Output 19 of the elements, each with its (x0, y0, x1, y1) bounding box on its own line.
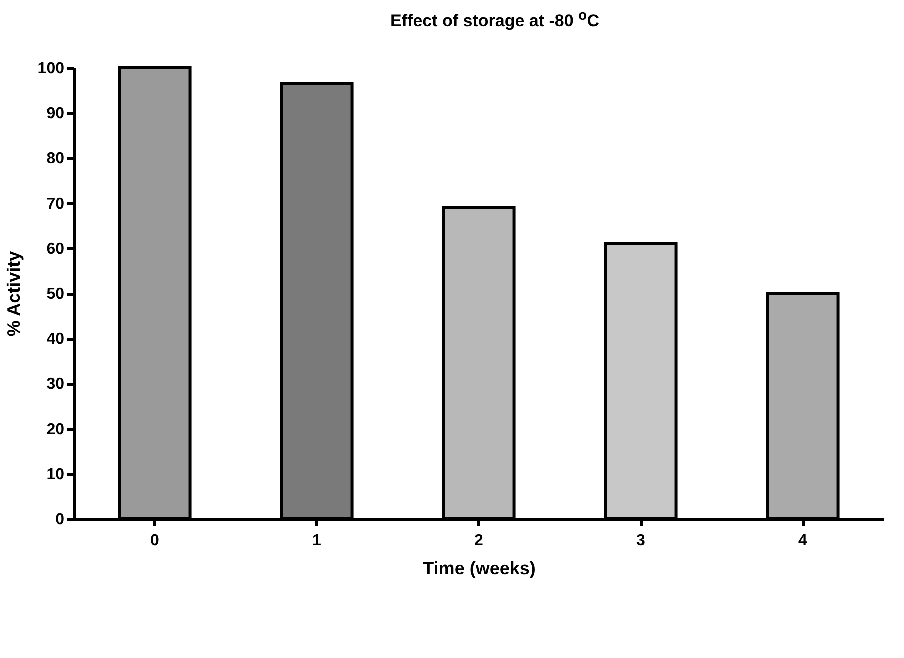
y-tick-label: 60 (46, 240, 65, 258)
y-tick-label: 70 (46, 196, 65, 213)
x-tick-label: 3 (636, 532, 646, 550)
x-tick-label: 0 (150, 532, 160, 550)
y-tick-label: 20 (46, 421, 65, 438)
chart-title: Effect of storage at -80 $^{o}$C (390, 8, 600, 32)
y-tick-label: 0 (56, 512, 65, 528)
x-axis-title: Time (weeks) (423, 558, 536, 578)
y-tick-label: 90 (46, 106, 65, 123)
x-tick-label: 2 (474, 532, 484, 550)
y-tick-label: 100 (38, 60, 65, 78)
x-tick-label: 1 (312, 532, 322, 550)
y-axis-title: % Activity (4, 251, 24, 337)
y-tick-label: 30 (46, 376, 65, 394)
x-tick-label: 4 (798, 532, 808, 550)
y-tick-label: 80 (46, 150, 65, 168)
y-tick-label: 10 (46, 466, 65, 484)
y-tick-label: 50 (46, 286, 65, 303)
y-tick-label: 40 (46, 331, 65, 348)
